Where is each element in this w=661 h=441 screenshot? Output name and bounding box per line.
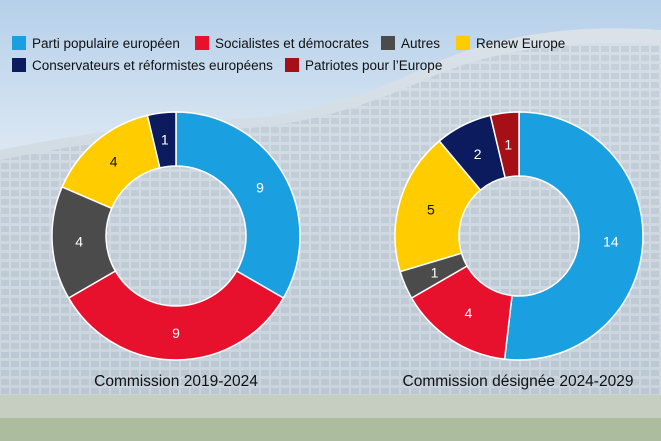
legend-label-pfe: Patriotes pour l’Europe xyxy=(305,58,442,73)
slice-pfe xyxy=(489,111,520,179)
legend-swatch-pfe xyxy=(285,58,299,72)
legend-swatch-renew xyxy=(456,36,470,50)
legend-item-renew: Renew Europe xyxy=(456,36,565,51)
donut-chart-2019-2024: 9 9 4 4 1 xyxy=(51,111,301,361)
legend-item-autres: Autres xyxy=(381,36,440,51)
slice-label-sd: 9 xyxy=(172,325,180,341)
legend-label-sd: Socialistes et démocrates xyxy=(215,36,369,51)
chart-title-2024-2029: Commission désignée 2024-2029 xyxy=(403,373,634,390)
legend-item-sd: Socialistes et démocrates xyxy=(195,36,369,51)
legend-label-ecr: Conservateurs et réformistes européens xyxy=(32,58,273,73)
legend-swatch-autres xyxy=(381,36,395,50)
slice-label-epp: 9 xyxy=(256,180,264,196)
chart-title-2019-2024: Commission 2019-2024 xyxy=(94,373,258,390)
slice-label-autres: 1 xyxy=(431,264,439,280)
slice-renew xyxy=(394,139,482,273)
slice-epp xyxy=(175,111,301,300)
legend-item-ecr: Conservateurs et réformistes européens xyxy=(12,58,273,73)
legend-item-pfe: Patriotes pour l’Europe xyxy=(285,58,442,73)
legend-label-renew: Renew Europe xyxy=(476,36,565,51)
slice-label-epp: 14 xyxy=(603,233,619,249)
slice-epp xyxy=(503,111,644,361)
slice-sd xyxy=(67,269,285,361)
donut-chart-2024-2029: 14 4 1 5 2 1 xyxy=(394,111,644,361)
legend-item-epp: Parti populaire européen xyxy=(12,36,180,51)
legend-swatch-sd xyxy=(195,36,209,50)
slice-ecr xyxy=(146,111,177,169)
legend-swatch-ecr xyxy=(12,58,26,72)
legend-swatch-epp xyxy=(12,36,26,50)
slice-label-sd: 4 xyxy=(465,305,473,321)
slice-label-autres: 4 xyxy=(75,234,83,250)
slice-label-ecr: 2 xyxy=(474,146,482,162)
legend-label-autres: Autres xyxy=(401,36,440,51)
legend-label-epp: Parti populaire européen xyxy=(32,36,180,51)
slice-label-ecr: 1 xyxy=(161,132,169,148)
slice-label-renew: 5 xyxy=(427,202,435,218)
chart-legend: Parti populaire européen Socialistes et d… xyxy=(12,36,565,73)
slice-label-renew: 4 xyxy=(110,154,118,170)
slice-label-pfe: 1 xyxy=(504,137,512,153)
